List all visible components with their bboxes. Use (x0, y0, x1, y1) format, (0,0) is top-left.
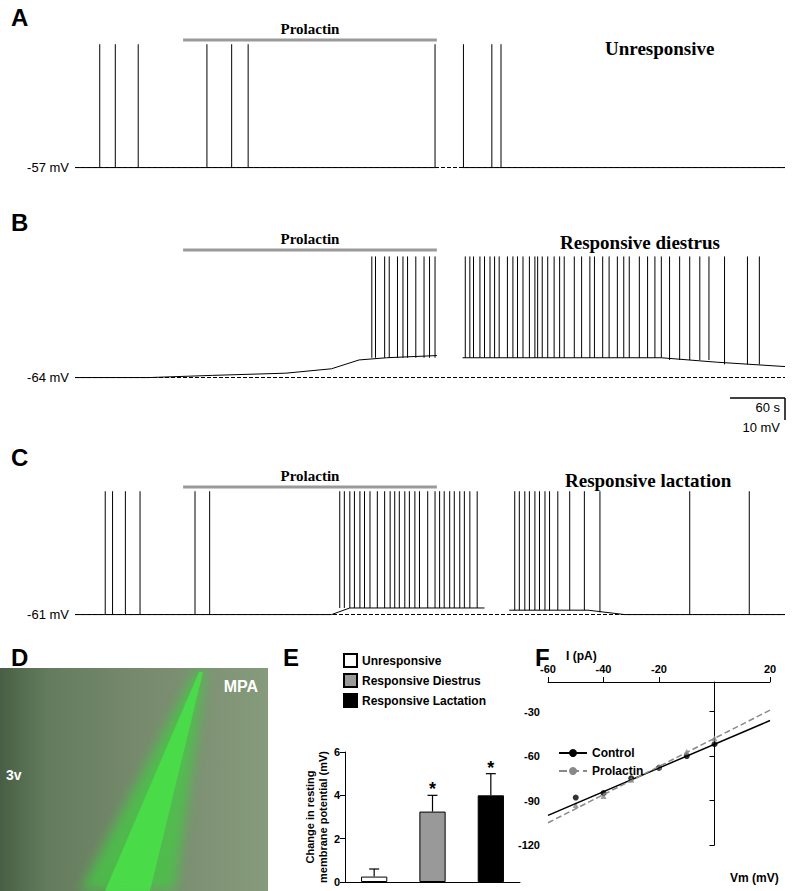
svg-text:3v: 3v (6, 767, 22, 783)
svg-text:20: 20 (764, 663, 776, 675)
svg-text:A: A (11, 4, 28, 31)
svg-text:0: 0 (334, 876, 340, 888)
svg-text:2: 2 (334, 833, 340, 845)
svg-text:C: C (11, 444, 28, 471)
svg-text:Responsive diestrus: Responsive diestrus (560, 232, 720, 253)
svg-text:B: B (11, 209, 28, 236)
svg-text:6: 6 (334, 746, 340, 758)
svg-text:-60: -60 (524, 750, 540, 762)
svg-text:F: F (535, 644, 550, 671)
svg-text:-120: -120 (518, 839, 540, 851)
svg-text:Unresponsive: Unresponsive (605, 38, 714, 59)
svg-text:Prolactin: Prolactin (281, 21, 341, 37)
svg-text:Unresponsive: Unresponsive (362, 654, 442, 668)
svg-text:-20: -20 (651, 663, 667, 675)
svg-text:membrane potential (mV): membrane potential (mV) (317, 751, 329, 883)
svg-text:MPA: MPA (224, 678, 259, 695)
svg-text:-57 mV: -57 mV (27, 160, 69, 175)
svg-text:-64 mV: -64 mV (27, 370, 69, 385)
svg-text:Prolactin: Prolactin (281, 468, 341, 484)
svg-text:E: E (283, 644, 299, 671)
svg-text:Prolactin: Prolactin (281, 231, 341, 247)
svg-text:-90: -90 (524, 795, 540, 807)
svg-text:4: 4 (334, 789, 341, 801)
svg-text:-61 mV: -61 mV (27, 607, 69, 622)
svg-text:Change in resting: Change in resting (304, 771, 316, 864)
svg-text:10 mV: 10 mV (742, 420, 780, 435)
svg-text:-40: -40 (596, 663, 612, 675)
svg-text:I (pA): I (pA) (566, 649, 597, 663)
svg-text:60 s: 60 s (755, 400, 780, 415)
svg-text:Vm (mV): Vm (mV) (730, 871, 779, 885)
svg-text:*: * (487, 758, 494, 778)
svg-text:Responsive lactation: Responsive lactation (565, 470, 732, 491)
svg-text:Responsive Lactation: Responsive Lactation (362, 694, 486, 708)
svg-text:Prolactin: Prolactin (592, 764, 643, 778)
svg-text:*: * (429, 779, 436, 799)
svg-text:-30: -30 (524, 706, 540, 718)
svg-text:Control: Control (592, 746, 635, 760)
svg-text:Responsive Diestrus: Responsive Diestrus (362, 674, 481, 688)
svg-text:D: D (11, 644, 28, 671)
